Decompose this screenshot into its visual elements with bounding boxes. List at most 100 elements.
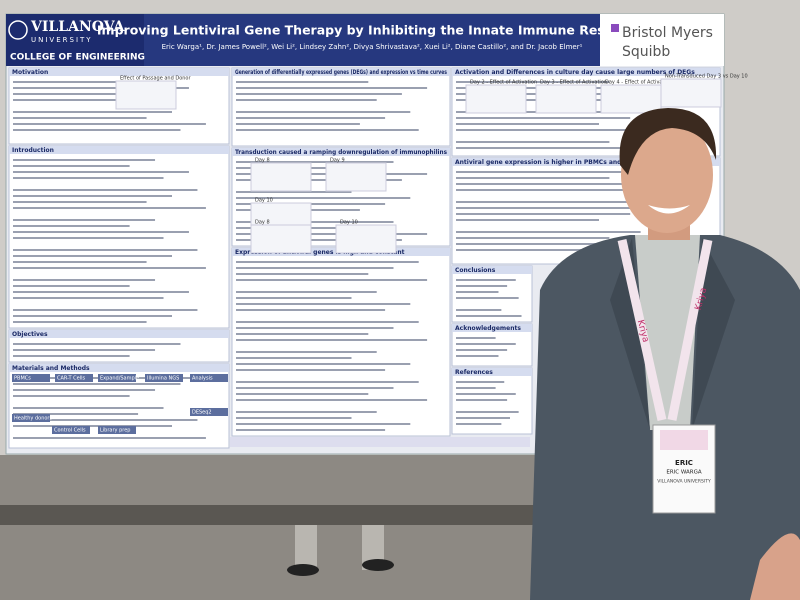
figure-label: Day 4 - Effect of Activation <box>605 80 672 86</box>
text-line <box>456 81 610 83</box>
text-line <box>13 225 130 227</box>
panel-header <box>452 158 720 166</box>
figure <box>250 162 312 192</box>
panel-header <box>452 266 532 274</box>
text-line <box>456 207 662 209</box>
figure-label: Effect of Passage and Donor <box>120 76 191 82</box>
text-line <box>13 207 206 209</box>
text-line <box>236 297 352 299</box>
text-line <box>236 267 394 269</box>
text-line <box>236 123 360 125</box>
panel-header <box>9 330 229 338</box>
footer-strip <box>230 437 530 447</box>
method-step-label: Analysis <box>192 376 213 382</box>
section-heading: Materials and Methods <box>12 365 90 372</box>
college: COLLEGE OF ENGINEERING <box>10 53 145 63</box>
text-line <box>236 393 369 395</box>
section-heading: Expression of antiviral genes is high an… <box>235 249 405 256</box>
text-line <box>13 237 164 239</box>
text-line <box>456 171 641 173</box>
text-line <box>236 339 428 341</box>
text-line <box>456 381 505 383</box>
text-line <box>456 343 516 345</box>
text-line <box>13 189 198 191</box>
text-line <box>13 177 164 179</box>
text-line <box>456 355 499 357</box>
text-line <box>13 349 156 351</box>
background-leg <box>362 525 384 570</box>
logo-name: VILLANOVA <box>30 19 125 35</box>
method-step <box>190 408 228 416</box>
text-line <box>13 201 147 203</box>
text-line <box>236 111 411 113</box>
figure-label: Day 9 <box>330 158 345 164</box>
section-heading: Introduction <box>12 147 54 154</box>
text-line <box>236 81 369 83</box>
figure <box>325 162 387 192</box>
hand <box>750 533 800 600</box>
text-line <box>13 159 156 161</box>
text-line <box>236 179 402 181</box>
face <box>621 117 713 233</box>
section-heading: Activation and Differences in culture da… <box>455 69 695 76</box>
figure <box>335 224 397 254</box>
text-line <box>236 221 394 223</box>
text-line <box>236 233 428 235</box>
text-line <box>236 357 352 359</box>
method-step <box>190 374 228 382</box>
text-line <box>13 195 172 197</box>
method-step <box>98 374 136 382</box>
method-step <box>55 374 93 382</box>
text-line <box>456 177 610 179</box>
text-line <box>13 437 206 439</box>
section-heading: Motivation <box>12 69 48 76</box>
title-band <box>144 14 600 66</box>
panel-header <box>452 324 532 332</box>
text-line <box>456 129 672 131</box>
shoe <box>362 559 394 571</box>
method-step <box>12 414 50 422</box>
logo-block <box>6 14 144 66</box>
panel-header <box>9 68 229 76</box>
text-line <box>13 123 206 125</box>
text-line <box>236 291 377 293</box>
method-step <box>98 426 136 434</box>
text-line <box>236 429 386 431</box>
text-line <box>13 413 139 415</box>
hair <box>619 108 717 175</box>
text-line <box>236 351 377 353</box>
text-line <box>456 423 502 425</box>
text-line <box>456 279 516 281</box>
sponsor-line1: Bristol Myers <box>622 25 713 41</box>
text-line <box>456 337 496 339</box>
method-step-label: PBMCs <box>14 376 31 382</box>
poster-panel <box>451 265 533 323</box>
text-line <box>13 309 198 311</box>
text-line <box>456 349 508 351</box>
figure <box>115 80 177 110</box>
method-step-label: CAR-T Cells <box>57 376 86 382</box>
figure-label: Day 8 <box>255 220 270 226</box>
section-heading: Transduction caused a ramping downregula… <box>235 149 447 156</box>
baseboard <box>0 505 560 525</box>
figure-label: Day 8 <box>255 158 270 164</box>
text-line <box>13 315 172 317</box>
text-line <box>236 239 402 241</box>
method-step-label: Expand/Sample <box>100 376 139 382</box>
text-line <box>236 261 419 263</box>
background-leg <box>295 525 317 570</box>
poster-panel <box>231 67 451 147</box>
poster-panel <box>231 247 451 437</box>
panel-header <box>452 368 532 376</box>
text-line <box>13 383 181 385</box>
text-line <box>456 291 499 293</box>
method-step <box>52 426 90 434</box>
text-line <box>456 297 519 299</box>
text-line <box>13 261 147 263</box>
text-line <box>236 417 352 419</box>
section-heading: Objectives <box>12 331 48 338</box>
text-line <box>236 279 428 281</box>
text-line <box>13 395 130 397</box>
text-line <box>456 201 693 203</box>
